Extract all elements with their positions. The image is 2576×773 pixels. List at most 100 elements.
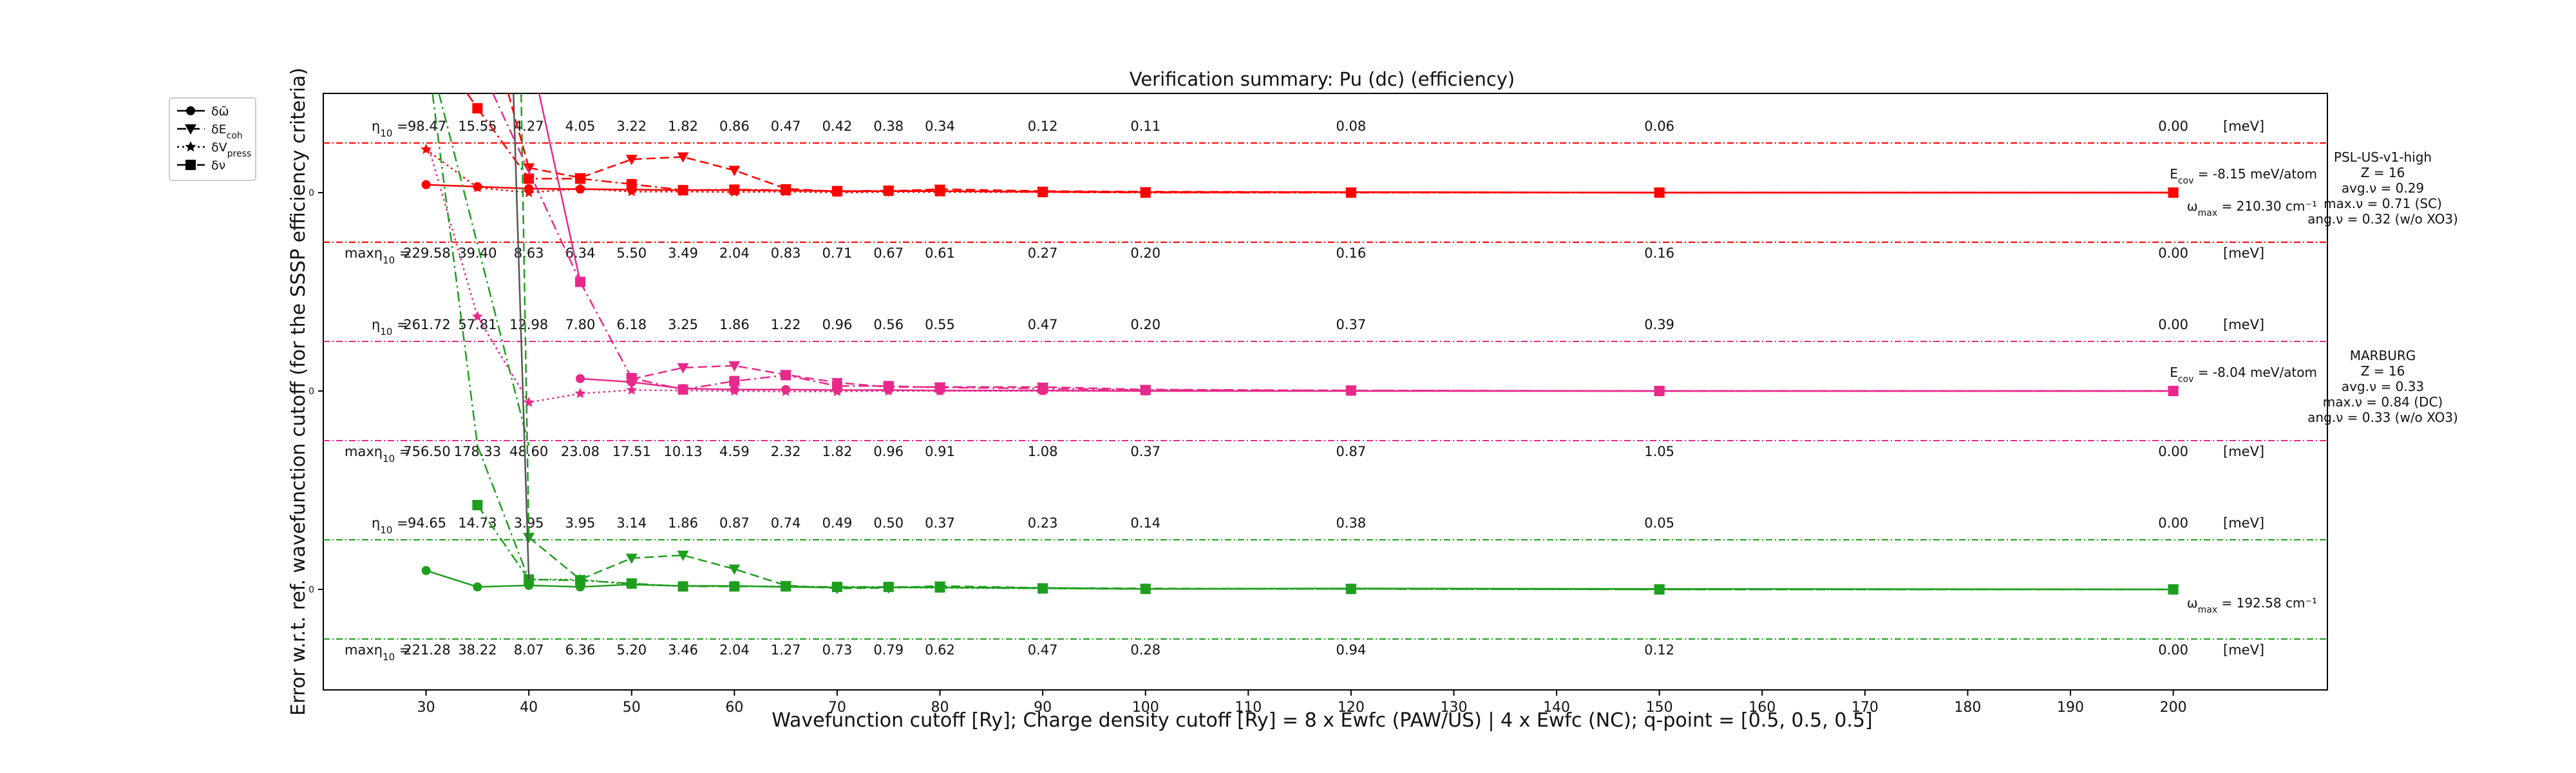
data-point-omega — [421, 180, 431, 189]
x-axis-label: Wavefunction cutoff [Ry]; Charge density… — [772, 709, 1873, 732]
grey-solid-steep — [512, 93, 530, 580]
x-tick-label: 90 — [1034, 700, 1052, 716]
eta-prefix: η10 = — [372, 317, 408, 338]
data-point-ecoh — [677, 152, 689, 163]
max-eta-value: 0.16 — [1644, 245, 1674, 261]
max-eta-value: 0.79 — [873, 642, 904, 658]
data-point-nu — [677, 581, 688, 592]
legend-label: δω̃ — [211, 104, 229, 119]
data-point-nu — [934, 186, 945, 196]
data-point-nu — [1037, 583, 1048, 594]
unit-label: [meV] — [2223, 642, 2264, 658]
eta-value: 4.05 — [565, 119, 596, 134]
max-eta-value: 0.27 — [1028, 245, 1058, 261]
data-point-nu — [883, 185, 894, 196]
data-point-ecoh — [523, 533, 535, 544]
pink-solid-steep — [538, 93, 582, 282]
eta-value: 0.50 — [873, 515, 904, 531]
data-point-nu — [729, 581, 740, 592]
panel-info-line: Z = 16 — [2361, 363, 2405, 379]
data-point-vpress — [421, 144, 432, 155]
omega-annotation: ωmax = 192.58 cm⁻¹ — [2187, 595, 2317, 615]
max-eta-value: 0.00 — [2158, 444, 2188, 459]
eta-value: 3.14 — [616, 515, 647, 531]
x-tick-label: 140 — [1543, 700, 1570, 716]
series-line-nu — [579, 282, 2174, 392]
unit-label: [meV] — [2223, 444, 2264, 459]
data-point-vpress — [523, 187, 535, 198]
eta-value: 14.73 — [458, 515, 497, 531]
series-line-ecoh — [528, 537, 2174, 591]
max-eta-value: 0.87 — [1336, 444, 1367, 459]
legend-label: δν — [211, 158, 225, 173]
data-point-nu — [626, 178, 637, 189]
panel-info-line: MARBURG — [2350, 348, 2416, 363]
data-point-vpress — [574, 387, 586, 399]
x-tick-label: 130 — [1440, 700, 1467, 716]
eta-value: 261.72 — [403, 317, 450, 332]
data-point-nu — [626, 372, 637, 383]
max-eta-prefix: maxη10 = — [345, 245, 410, 266]
data-point-nu — [1345, 187, 1356, 198]
pink-dotted-steep — [428, 149, 478, 317]
data-point-nu — [1140, 187, 1151, 198]
data-point-ecoh — [728, 166, 741, 177]
x-tick-label: 80 — [931, 700, 949, 716]
legend-marker-square — [185, 160, 196, 170]
max-eta-value: 756.50 — [403, 444, 450, 459]
green-dashed-steep — [520, 93, 530, 538]
chart-title: Verification summary: Pu (dc) (efficienc… — [1130, 68, 1515, 90]
data-point-nu — [677, 384, 688, 395]
max-eta-value: 2.32 — [771, 444, 801, 459]
omega-annotation: ωmax = 210.30 cm⁻¹ — [2187, 198, 2317, 218]
max-eta-value: 1.08 — [1028, 444, 1058, 459]
max-eta-value: 229.58 — [403, 245, 450, 261]
max-eta-value: 0.37 — [1130, 444, 1160, 459]
max-eta-value: 1.82 — [822, 444, 853, 459]
eta-value: 0.49 — [822, 515, 853, 531]
data-point-nu — [2168, 386, 2179, 396]
data-point-nu — [524, 173, 535, 184]
red-dashdot-steep — [466, 93, 478, 109]
data-point-omega — [473, 582, 482, 592]
data-point-ecoh — [677, 363, 689, 374]
x-tick-label: 160 — [1748, 700, 1776, 716]
max-eta-value: 0.12 — [1644, 642, 1674, 658]
data-point-vpress — [728, 385, 740, 396]
data-point-nu — [1654, 584, 1665, 595]
eta-value: 0.34 — [925, 119, 955, 134]
max-eta-value: 6.36 — [565, 642, 596, 658]
x-tick-label: 60 — [725, 700, 743, 716]
data-point-nu — [2168, 187, 2179, 198]
panel-marburg: 0 η10 = maxη10 = 261.72 57.81 12.98 7.80 6.18 3.… — [308, 276, 2458, 464]
legend-marker-star — [185, 141, 196, 152]
data-point-ecoh — [523, 163, 535, 174]
eta-value: 4.27 — [514, 119, 544, 134]
max-eta-value: 23.08 — [561, 444, 600, 459]
max-eta-value: 0.61 — [925, 245, 955, 261]
eta-value: 0.87 — [719, 515, 750, 531]
max-eta-value: 8.07 — [514, 642, 544, 658]
data-point-nu — [1654, 386, 1665, 396]
ecov-annotation: Ecov = -8.04 meV/atom — [2170, 365, 2317, 385]
eta-value: 0.38 — [1336, 515, 1367, 531]
data-point-nu — [831, 381, 842, 392]
y-axis-label: Error w.r.t. ref. wavefunction cutoff (f… — [287, 68, 310, 716]
max-eta-value: 48.60 — [509, 444, 548, 459]
max-eta-value: 2.04 — [719, 642, 750, 658]
data-point-nu — [831, 186, 842, 196]
eta-value: 0.08 — [1336, 119, 1367, 134]
y-zero-label: 0 — [308, 585, 314, 595]
eta-value: 0.37 — [1336, 317, 1367, 332]
data-point-nu — [883, 582, 894, 593]
data-point-vpress — [471, 182, 483, 193]
data-point-omega — [421, 566, 431, 575]
pink-dashdot-steep — [492, 93, 582, 283]
max-eta-value: 10.13 — [664, 444, 703, 459]
eta-value: 3.22 — [616, 119, 647, 134]
panel-info-line: avg.ν = 0.29 — [2342, 180, 2424, 196]
x-axis-ticks: 30 40 50 60 70 80 90 100 110 120 130 140 150 160 170 18… — [417, 690, 2187, 716]
data-point-nu — [472, 500, 483, 511]
